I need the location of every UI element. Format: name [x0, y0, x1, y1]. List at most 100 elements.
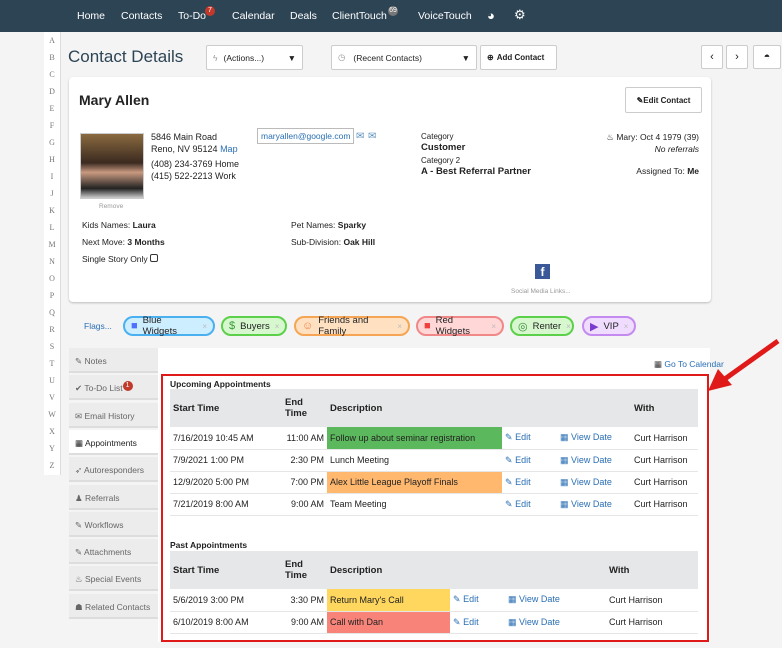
appointment-row: 7/16/2019 10:45 AM 11:00 AM Follow up ab… [170, 427, 698, 450]
flag-vip[interactable]: ▶ VIP × [582, 316, 636, 336]
tab-attachments[interactable]: ✎ Attachments [69, 539, 158, 565]
alpha-letter-S[interactable]: S [49, 342, 55, 351]
chevron-down-icon: ▼ [287, 52, 296, 63]
alpha-letter-O[interactable]: O [49, 274, 55, 283]
tab-appointments[interactable]: ▦ Appointments [69, 429, 158, 455]
alpha-letter-J[interactable]: J [50, 189, 54, 198]
view-date-link[interactable]: ▦ View Date [505, 589, 606, 612]
pie-chart-icon[interactable]: ◕ [487, 8, 495, 23]
single-story-checkbox[interactable] [150, 254, 159, 262]
email-add-icon[interactable]: ✉ [356, 131, 365, 142]
flags-link[interactable]: Flags... [84, 321, 112, 331]
flag-renter[interactable]: ◎ Renter × [510, 316, 574, 336]
nav-home[interactable]: Home [77, 10, 106, 22]
alpha-letter-L[interactable]: L [49, 223, 55, 232]
remove-photo-link[interactable]: Remove [99, 203, 124, 210]
tab-email-history[interactable]: ✉ Email History [69, 402, 158, 428]
recent-contacts-dropdown[interactable]: ◷ (Recent Contacts) ▼ [331, 45, 477, 70]
tab-notes[interactable]: ✎ Notes [69, 348, 158, 373]
edit-link[interactable]: ✎ Edit [502, 449, 557, 472]
edit-link[interactable]: ✎ Edit [450, 589, 505, 612]
alpha-letter-V[interactable]: V [49, 393, 55, 402]
remove-flag-icon[interactable]: × [491, 321, 496, 331]
alpha-letter-Q[interactable]: Q [49, 308, 55, 317]
past-title: Past Appointments [170, 540, 248, 550]
tab-referrals[interactable]: ♟ Referrals [69, 484, 158, 510]
nav-deals[interactable]: Deals [290, 10, 317, 22]
prev-contact-button[interactable]: ‹ [701, 45, 723, 69]
dashboard-icon[interactable]: ◓ [753, 45, 781, 69]
alpha-letter-R[interactable]: R [49, 325, 55, 334]
tab-workflows[interactable]: ✎ Workflows [69, 511, 158, 537]
alpha-letter-Y[interactable]: Y [49, 444, 55, 453]
start-time: 7/9/2021 1:00 PM [170, 449, 282, 472]
tab-to-do-list[interactable]: ✔ To-Do List 1 [69, 375, 158, 401]
alpha-letter-F[interactable]: F [49, 121, 55, 130]
flag-buyers[interactable]: $ Buyers × [221, 316, 287, 336]
alpha-letter-H[interactable]: H [49, 155, 55, 164]
edit-link[interactable]: ✎ Edit [502, 427, 557, 450]
alpha-letter-I[interactable]: I [50, 172, 54, 181]
pencil-icon: ✎ [505, 432, 513, 443]
flag-blue-widgets[interactable]: ■ Blue Widgets × [123, 315, 215, 337]
alpha-letter-E[interactable]: E [49, 104, 55, 113]
with: Curt Harrison [631, 449, 698, 472]
alpha-letter-K[interactable]: K [49, 206, 55, 215]
alpha-letter-N[interactable]: N [49, 257, 55, 266]
remove-flag-icon[interactable]: × [274, 321, 280, 331]
view-date-link[interactable]: ▦ View Date [557, 427, 631, 450]
nav-voicetouch[interactable]: VoiceTouch [418, 10, 472, 22]
nav-clienttouch[interactable]: ClientTouch [332, 10, 387, 22]
flag-friends-and-family[interactable]: ☺ Friends and Family × [294, 315, 410, 337]
social-media-link[interactable]: Social Media Links... [511, 288, 571, 295]
go-to-calendar-link[interactable]: ▦ Go To Calendar [654, 359, 724, 369]
view-date-link[interactable]: ▦ View Date [505, 611, 606, 634]
nav-todo[interactable]: To-Do [178, 10, 207, 22]
alpha-letter-U[interactable]: U [49, 376, 55, 385]
edit-link[interactable]: ✎ Edit [502, 471, 557, 494]
edit-contact-button[interactable]: ✎ Edit Contact [625, 87, 702, 113]
remove-flag-icon[interactable]: × [397, 321, 402, 331]
next-move-value: 3 Months [127, 237, 165, 247]
view-date-link[interactable]: ▦ View Date [557, 493, 631, 516]
appointment-row: 6/10/2019 8:00 AM 9:00 AM Call with Dan … [170, 611, 698, 634]
view-date-link[interactable]: ▦ View Date [557, 471, 631, 494]
flag-red-widgets[interactable]: ■ Red Widgets × [416, 315, 504, 337]
description: Alex Little League Playoff Finals [327, 471, 502, 494]
facebook-icon[interactable]: f [535, 264, 550, 279]
alpha-letter-M[interactable]: M [48, 240, 56, 249]
email-link[interactable]: maryallen@google.com [257, 128, 355, 144]
nav-calendar[interactable]: Calendar [232, 10, 275, 22]
with: Curt Harrison [606, 589, 698, 612]
map-link[interactable]: Map [220, 144, 238, 154]
alpha-letter-P[interactable]: P [49, 291, 55, 300]
next-contact-button[interactable]: › [726, 45, 748, 69]
description: Follow up about seminar registration [327, 427, 502, 450]
add-contact-button[interactable]: ⊕ Add Contact [480, 45, 557, 70]
alpha-letter-G[interactable]: G [49, 138, 55, 147]
tab-related-contacts[interactable]: ☗ Related Contacts [69, 593, 158, 619]
tab-autoresponders[interactable]: ➶ Autoresponders [69, 457, 158, 483]
edit-link[interactable]: ✎ Edit [450, 611, 505, 634]
nav-contacts[interactable]: Contacts [121, 10, 163, 22]
email-send-icon[interactable]: ✉ [368, 131, 377, 142]
clock-icon: ◷ [338, 52, 346, 62]
tab-special-events[interactable]: ♨ Special Events [69, 566, 158, 592]
actions-dropdown[interactable]: ϟ (Actions...) ▼ [206, 45, 303, 70]
alpha-letter-T[interactable]: T [49, 359, 55, 368]
alpha-letter-B[interactable]: B [49, 53, 55, 62]
alpha-letter-X[interactable]: X [49, 427, 55, 436]
alpha-letter-D[interactable]: D [49, 87, 55, 96]
alpha-letter-A[interactable]: A [49, 36, 55, 45]
remove-flag-icon[interactable]: × [566, 321, 571, 331]
alpha-letter-W[interactable]: W [48, 410, 56, 419]
edit-link[interactable]: ✎ Edit [502, 493, 557, 516]
view-date-link[interactable]: ▦ View Date [557, 449, 631, 472]
calendar-icon: ▦ [75, 437, 84, 448]
alpha-letter-C[interactable]: C [49, 70, 55, 79]
remove-flag-icon[interactable]: × [202, 321, 207, 331]
header-row: Start Time End Time Description With [170, 389, 698, 427]
gear-icon[interactable]: ⚙ [514, 7, 526, 22]
alpha-letter-Z[interactable]: Z [49, 461, 55, 470]
remove-flag-icon[interactable]: × [623, 321, 629, 331]
